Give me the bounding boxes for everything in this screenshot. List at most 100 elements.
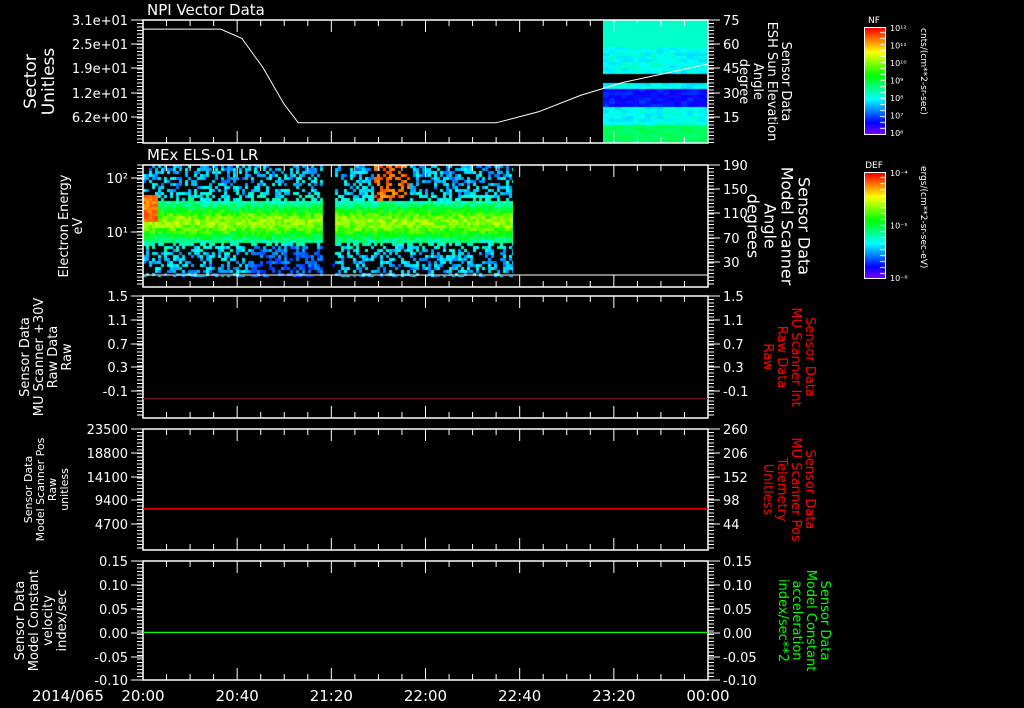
time-tick-label: 00:00 <box>686 687 729 705</box>
y2-tick-label: 0.10 <box>723 579 752 594</box>
y2-tick-label: 0.3 <box>723 361 744 376</box>
def-colorbar-title: DEF <box>865 161 883 171</box>
y-tick-label: 0.3 <box>107 361 128 376</box>
y2-axis-label: Sensor Data <box>817 581 832 661</box>
y-tick-label: -0.10 <box>94 674 128 689</box>
y2-axis-label: index/sec**2 <box>775 579 790 662</box>
nf-tick-label: 10⁷ <box>890 112 903 121</box>
y2-tick-label: -0.05 <box>723 651 757 666</box>
y2-tick-label: 60 <box>723 38 740 53</box>
panel-title: MEx ELS-01 LR <box>147 146 258 164</box>
y-tick-label: 3.1e+01 <box>72 14 128 29</box>
y-tick-label: 4700 <box>95 518 128 533</box>
nf-spectrogram <box>603 20 708 143</box>
y-tick-label: -0.05 <box>94 651 128 666</box>
y2-axis-label: Sensor Data <box>778 42 793 122</box>
panel-4: 23500 18800 14100 9400 4700 260 206 152 98 44 Sens… <box>22 423 817 551</box>
y-tick-label: 0.00 <box>99 627 128 642</box>
y2-tick-label: 0.7 <box>723 338 744 353</box>
y-axis-label: Sector <box>21 54 41 109</box>
y-axis-label: Raw Data <box>46 326 61 389</box>
y-tick-label: 0.05 <box>99 603 128 618</box>
time-tick-label: 20:40 <box>216 687 259 705</box>
y2-tick-label: 190 <box>723 159 748 174</box>
y2-axis-label: acceleration <box>789 580 804 660</box>
nf-tick-label: 10⁸ <box>890 94 903 103</box>
y-tick-label: 2.5e+01 <box>72 38 128 53</box>
panel-frame <box>142 164 709 288</box>
y-tick-label: 14100 <box>87 471 128 486</box>
y2-axis-label: ESH Sun Elevation <box>764 22 779 142</box>
nf-tick-label: 10¹⁰ <box>890 59 907 68</box>
y-axis-label: Sensor Data <box>22 456 35 523</box>
y2-tick-label: 0.15 <box>723 555 752 570</box>
panel-5: 0.15 0.10 0.05 0.00 -0.05 -0.10 0.15 0.10 0.05 0.… <box>13 555 832 689</box>
nf-tick-label: 10⁹ <box>890 77 903 86</box>
y2-tick-label: 0.00 <box>723 627 752 642</box>
y2-tick-label: 152 <box>723 471 748 486</box>
def-tick-label: 10⁻⁴ <box>890 169 908 178</box>
y-axis-label: velocity <box>41 595 56 646</box>
y2-tick-label: -0.10 <box>723 674 757 689</box>
y2-axis-label: Sensor Data <box>795 177 814 275</box>
y2-tick-label: 75 <box>723 14 740 29</box>
panel-title: NPI Vector Data <box>147 1 265 19</box>
y-tick-label: 23500 <box>87 423 128 438</box>
y2-tick-label: 1.1 <box>723 314 744 329</box>
time-tick-label: 21:20 <box>310 687 353 705</box>
time-tick-label: 22:40 <box>498 687 541 705</box>
y2-tick-label: 30 <box>723 87 740 102</box>
y2-tick-label: 110 <box>723 207 748 222</box>
y-tick-label: 10¹ <box>106 226 128 241</box>
panel-1: NPI Vector Data 3.1e+01 2.5e+01 1.9e+01 1.2e… <box>21 1 793 144</box>
y2-tick-label: 30 <box>723 256 740 271</box>
y-axis-label: Raw <box>60 343 75 371</box>
y-tick-label: 1.5 <box>107 290 128 305</box>
y2-axis-label: Sensor Data <box>802 450 817 530</box>
y-tick-label: -0.1 <box>103 385 128 400</box>
y-tick-label: 1.2e+01 <box>72 87 128 102</box>
y2-axis-label: Angle <box>750 63 765 100</box>
date-label: 2014/065 <box>32 687 104 705</box>
y-tick-label: 0.10 <box>99 579 128 594</box>
y-tick-label: 18800 <box>87 447 128 462</box>
y2-tick-label: 98 <box>723 494 740 509</box>
y2-axis-label: Angle <box>761 203 780 249</box>
y2-axis-label: MU Scanner Int <box>788 307 803 406</box>
panel-frame <box>142 428 709 551</box>
y-axis-label: Raw <box>46 478 59 501</box>
panel-2: MEx ELS-01 LR 10² 10¹ 190 150 110 70 30 Electron… <box>57 146 814 288</box>
panel-frame <box>142 295 709 419</box>
y2-axis-label: Raw <box>760 343 775 371</box>
y2-axis-label: Raw Data <box>774 326 789 389</box>
y-axis-label: Sensor Data <box>18 317 33 397</box>
els-spectrogram <box>143 165 513 277</box>
y-axis-label: eV <box>71 217 86 234</box>
y2-axis-label: degree <box>736 59 751 105</box>
y-axis-label: Sensor Data <box>13 581 28 661</box>
y-axis-label: Unitless <box>39 48 59 116</box>
y2-tick-label: 44 <box>723 518 740 533</box>
y2-tick-label: 260 <box>723 423 748 438</box>
time-tick-label: 22:00 <box>404 687 447 705</box>
y2-tick-label: 0.05 <box>723 603 752 618</box>
y2-axis-label: Telemetry <box>774 456 789 521</box>
panel-frame <box>142 560 709 681</box>
nf-tick-label: 10¹¹ <box>890 42 907 51</box>
y2-axis-label: MU Scanner Pos <box>788 437 803 542</box>
y-axis-label: Electron Energy <box>57 174 72 277</box>
nf-tick-label: 10¹² <box>890 24 907 33</box>
y-tick-label: 9400 <box>95 494 128 509</box>
nf-colorbar-title: NF <box>868 16 880 26</box>
y-tick-label: 6.2e+00 <box>72 111 128 126</box>
y2-tick-label: 15 <box>723 111 740 126</box>
def-tick-label: 10⁻⁶ <box>890 274 908 283</box>
y-axis-label: unitless <box>58 468 71 511</box>
y-axis-label: Model Constant <box>27 570 42 672</box>
y-axis-label: index/sec <box>55 590 70 652</box>
y2-axis-label: Sensor Data <box>802 317 817 397</box>
panel-3: 1.5 1.1 0.7 0.3 -0.1 1.5 1.1 0.7 0.3 -0.1 Sensor D… <box>18 290 817 419</box>
def-colorbar <box>864 172 886 279</box>
nf-colorbar <box>864 27 886 135</box>
y-axis-label: MU Scanner +30V <box>32 298 47 417</box>
